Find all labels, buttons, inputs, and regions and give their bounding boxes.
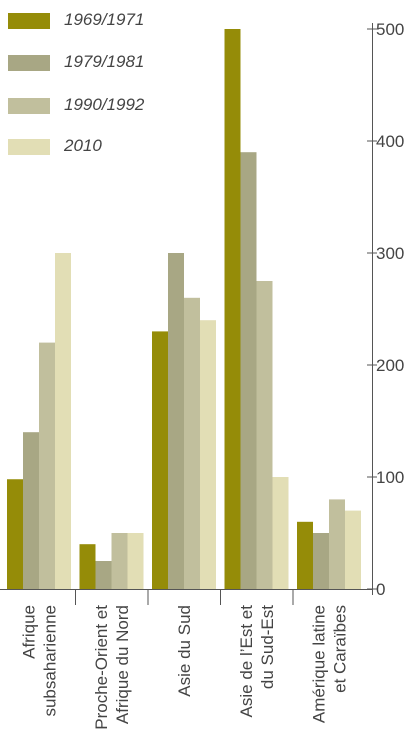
bar-1979-1981-2 (168, 253, 184, 589)
category-label: Asie de l’Est et (237, 605, 256, 718)
y-tick-label: 500 (376, 20, 404, 39)
bar-2010-3 (272, 477, 289, 589)
category-label: subsaharienne (41, 605, 60, 717)
category-label: Amérique latine (310, 605, 329, 723)
y-tick-label: 100 (376, 468, 404, 487)
legend-label: 1979/1981 (64, 52, 145, 71)
legend-swatch (8, 55, 50, 71)
category-label: Asie du Sud (175, 605, 194, 697)
bar-1979-1981-3 (240, 152, 257, 589)
bar-1990-1992-3 (256, 281, 273, 589)
bar-1969-1971-1 (79, 544, 96, 589)
legend-swatch (8, 139, 50, 155)
bar-1990-1992-0 (39, 342, 55, 589)
bar-1969-1971-3 (224, 29, 241, 589)
bar-2010-2 (200, 320, 216, 589)
bar-2010-0 (55, 253, 71, 589)
legend-label: 1969/1971 (64, 10, 145, 29)
category-label: Afrique (20, 605, 39, 659)
legend-swatch (8, 98, 50, 114)
category-label: Afrique du Nord (113, 605, 132, 724)
bar-1979-1981-4 (313, 533, 329, 589)
category-label: du Sud-Est (258, 605, 277, 689)
bar-2010-1 (127, 533, 144, 589)
bar-1979-1981-0 (23, 432, 39, 589)
category-label: et Caraïbes (331, 605, 350, 693)
y-tick-label: 0 (376, 580, 385, 599)
legend-swatch (8, 13, 50, 29)
bar-1969-1971-2 (152, 331, 168, 589)
legend-label: 2010 (64, 136, 102, 155)
bar-1990-1992-4 (329, 499, 345, 589)
bar-1969-1971-4 (297, 521, 313, 589)
bar-1979-1981-1 (95, 561, 112, 589)
bar-1969-1971-0 (7, 479, 23, 589)
bar-1990-1992-1 (111, 533, 128, 589)
y-tick-label: 300 (376, 244, 404, 263)
legend-label: 1990/1992 (64, 95, 145, 114)
bar-1990-1992-2 (184, 297, 200, 589)
category-label: Proche-Orient et (92, 605, 111, 730)
y-tick-label: 200 (376, 356, 404, 375)
bar-2010-4 (345, 510, 361, 589)
y-tick-label: 400 (376, 132, 404, 151)
